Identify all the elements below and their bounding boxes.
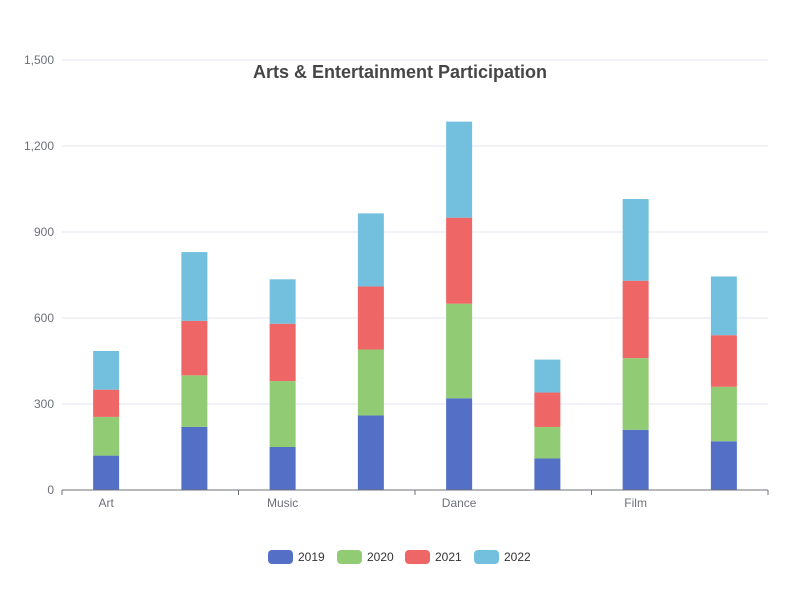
legend-label: 2021	[435, 550, 462, 564]
y-tick-label: 300	[34, 397, 54, 411]
y-tick-label: 900	[34, 225, 54, 239]
legend: 2019 2020 2021 2022	[268, 550, 531, 564]
bar-segment-2021-3	[269, 323, 296, 382]
bars	[93, 121, 737, 490]
bar-segment-2019-2	[181, 426, 208, 490]
bar-segment-2021-7	[622, 280, 649, 359]
bar-segment-2019-8	[710, 441, 737, 490]
legend-item-2020[interactable]: 2020	[337, 550, 394, 564]
y-tick-label: 1,500	[24, 53, 54, 67]
bar-segment-2019-3	[269, 447, 296, 490]
legend-swatch	[268, 550, 293, 564]
bar-segment-2022-5	[446, 121, 473, 218]
bar-segment-2022-4	[357, 213, 384, 287]
bar-segment-2020-6	[534, 426, 561, 459]
bar-segment-2022-7	[622, 199, 649, 281]
bar-segment-2019-7	[622, 429, 649, 490]
bar-segment-2019-1	[93, 455, 120, 490]
legend-item-2021[interactable]: 2021	[405, 550, 462, 564]
x-tick-label: Dance	[442, 496, 477, 510]
grid-lines	[62, 59, 768, 405]
bar-segment-2020-4	[357, 349, 384, 416]
legend-swatch	[405, 550, 430, 564]
bar-segment-2019-4	[357, 415, 384, 490]
bar-segment-2022-2	[181, 252, 208, 321]
bar-segment-2021-4	[357, 286, 384, 350]
x-axis	[61, 489, 769, 495]
x-tick-label: Film	[624, 496, 647, 510]
x-tick-label: Music	[267, 496, 298, 510]
bar-segment-2020-1	[93, 416, 120, 456]
bar-segment-2021-8	[710, 335, 737, 387]
legend-swatch	[474, 550, 499, 564]
chart-title: Arts & Entertainment Participation	[253, 62, 547, 82]
y-tick-label: 1,200	[24, 139, 54, 153]
bar-segment-2020-5	[446, 303, 473, 399]
y-tick-label: 0	[47, 483, 54, 497]
bar-segment-2022-3	[269, 279, 296, 324]
legend-label: 2020	[367, 550, 394, 564]
bar-segment-2020-8	[710, 386, 737, 442]
legend-item-2022[interactable]: 2022	[474, 550, 531, 564]
bar-segment-2021-2	[181, 320, 208, 376]
bar-segment-2021-5	[446, 217, 473, 304]
bar-segment-2020-7	[622, 358, 649, 430]
bar-segment-2022-6	[534, 359, 561, 393]
bar-segment-2020-3	[269, 381, 296, 447]
bar-segment-2020-2	[181, 375, 208, 427]
bar-segment-2021-1	[93, 389, 120, 417]
y-axis-tick-labels: 0 300 600 900 1,200 1,500	[24, 53, 54, 497]
x-tick-label: Art	[98, 496, 114, 510]
legend-label: 2019	[298, 550, 325, 564]
legend-label: 2022	[504, 550, 531, 564]
bar-segment-2019-5	[446, 398, 473, 490]
legend-item-2019[interactable]: 2019	[268, 550, 325, 564]
bar-segment-2019-6	[534, 458, 561, 490]
bar-segment-2022-1	[93, 350, 120, 390]
bar-segment-2021-6	[534, 392, 561, 427]
legend-swatch	[337, 550, 362, 564]
bar-segment-2022-8	[710, 276, 737, 336]
x-axis-tick-labels: Art Music Dance Film	[98, 496, 647, 510]
y-tick-label: 600	[34, 311, 54, 325]
